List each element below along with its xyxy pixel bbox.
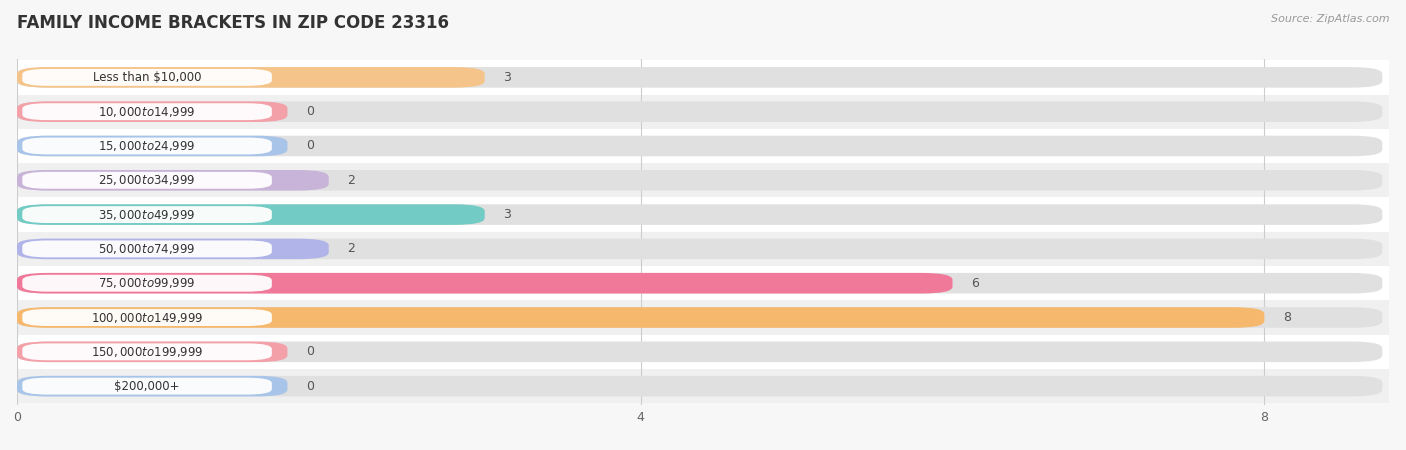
Text: $75,000 to $99,999: $75,000 to $99,999 [98, 276, 195, 290]
Text: $35,000 to $49,999: $35,000 to $49,999 [98, 207, 195, 221]
FancyBboxPatch shape [17, 307, 1382, 328]
FancyBboxPatch shape [17, 376, 1382, 396]
Bar [17, 129, 1389, 163]
Bar [17, 266, 1389, 300]
Text: 0: 0 [307, 140, 314, 153]
FancyBboxPatch shape [17, 170, 329, 191]
Text: 0: 0 [307, 380, 314, 393]
Text: $150,000 to $199,999: $150,000 to $199,999 [91, 345, 204, 359]
FancyBboxPatch shape [17, 238, 1382, 259]
FancyBboxPatch shape [17, 101, 287, 122]
Bar [17, 300, 1389, 335]
Bar [17, 163, 1389, 198]
Text: FAMILY INCOME BRACKETS IN ZIP CODE 23316: FAMILY INCOME BRACKETS IN ZIP CODE 23316 [17, 14, 449, 32]
Bar [17, 60, 1389, 94]
Text: 0: 0 [307, 345, 314, 358]
FancyBboxPatch shape [17, 273, 1382, 293]
Bar [17, 369, 1389, 403]
FancyBboxPatch shape [17, 307, 1264, 328]
Text: 3: 3 [503, 208, 512, 221]
FancyBboxPatch shape [22, 138, 271, 154]
Text: 6: 6 [972, 277, 979, 290]
FancyBboxPatch shape [22, 309, 271, 326]
Bar [17, 335, 1389, 369]
Text: $50,000 to $74,999: $50,000 to $74,999 [98, 242, 195, 256]
FancyBboxPatch shape [17, 238, 329, 259]
FancyBboxPatch shape [17, 342, 1382, 362]
FancyBboxPatch shape [17, 342, 287, 362]
Text: $15,000 to $24,999: $15,000 to $24,999 [98, 139, 195, 153]
FancyBboxPatch shape [22, 103, 271, 120]
Text: 2: 2 [347, 174, 356, 187]
FancyBboxPatch shape [17, 170, 1382, 191]
Bar [17, 198, 1389, 232]
FancyBboxPatch shape [22, 378, 271, 395]
FancyBboxPatch shape [17, 67, 485, 88]
FancyBboxPatch shape [17, 204, 485, 225]
FancyBboxPatch shape [17, 101, 1382, 122]
FancyBboxPatch shape [22, 206, 271, 223]
FancyBboxPatch shape [17, 204, 1382, 225]
Text: 2: 2 [347, 243, 356, 256]
FancyBboxPatch shape [17, 136, 1382, 156]
Text: Source: ZipAtlas.com: Source: ZipAtlas.com [1271, 14, 1389, 23]
FancyBboxPatch shape [22, 275, 271, 292]
Text: 0: 0 [307, 105, 314, 118]
FancyBboxPatch shape [22, 343, 271, 360]
Text: $200,000+: $200,000+ [114, 380, 180, 393]
Text: $100,000 to $149,999: $100,000 to $149,999 [91, 310, 204, 324]
Text: $25,000 to $34,999: $25,000 to $34,999 [98, 173, 195, 187]
Text: $10,000 to $14,999: $10,000 to $14,999 [98, 105, 195, 119]
Text: 3: 3 [503, 71, 512, 84]
Bar [17, 232, 1389, 266]
FancyBboxPatch shape [22, 240, 271, 257]
Text: 8: 8 [1284, 311, 1291, 324]
FancyBboxPatch shape [17, 136, 287, 156]
Text: Less than $10,000: Less than $10,000 [93, 71, 201, 84]
FancyBboxPatch shape [17, 67, 1382, 88]
FancyBboxPatch shape [22, 69, 271, 86]
FancyBboxPatch shape [22, 172, 271, 189]
Bar [17, 94, 1389, 129]
FancyBboxPatch shape [17, 376, 287, 396]
FancyBboxPatch shape [17, 273, 952, 293]
